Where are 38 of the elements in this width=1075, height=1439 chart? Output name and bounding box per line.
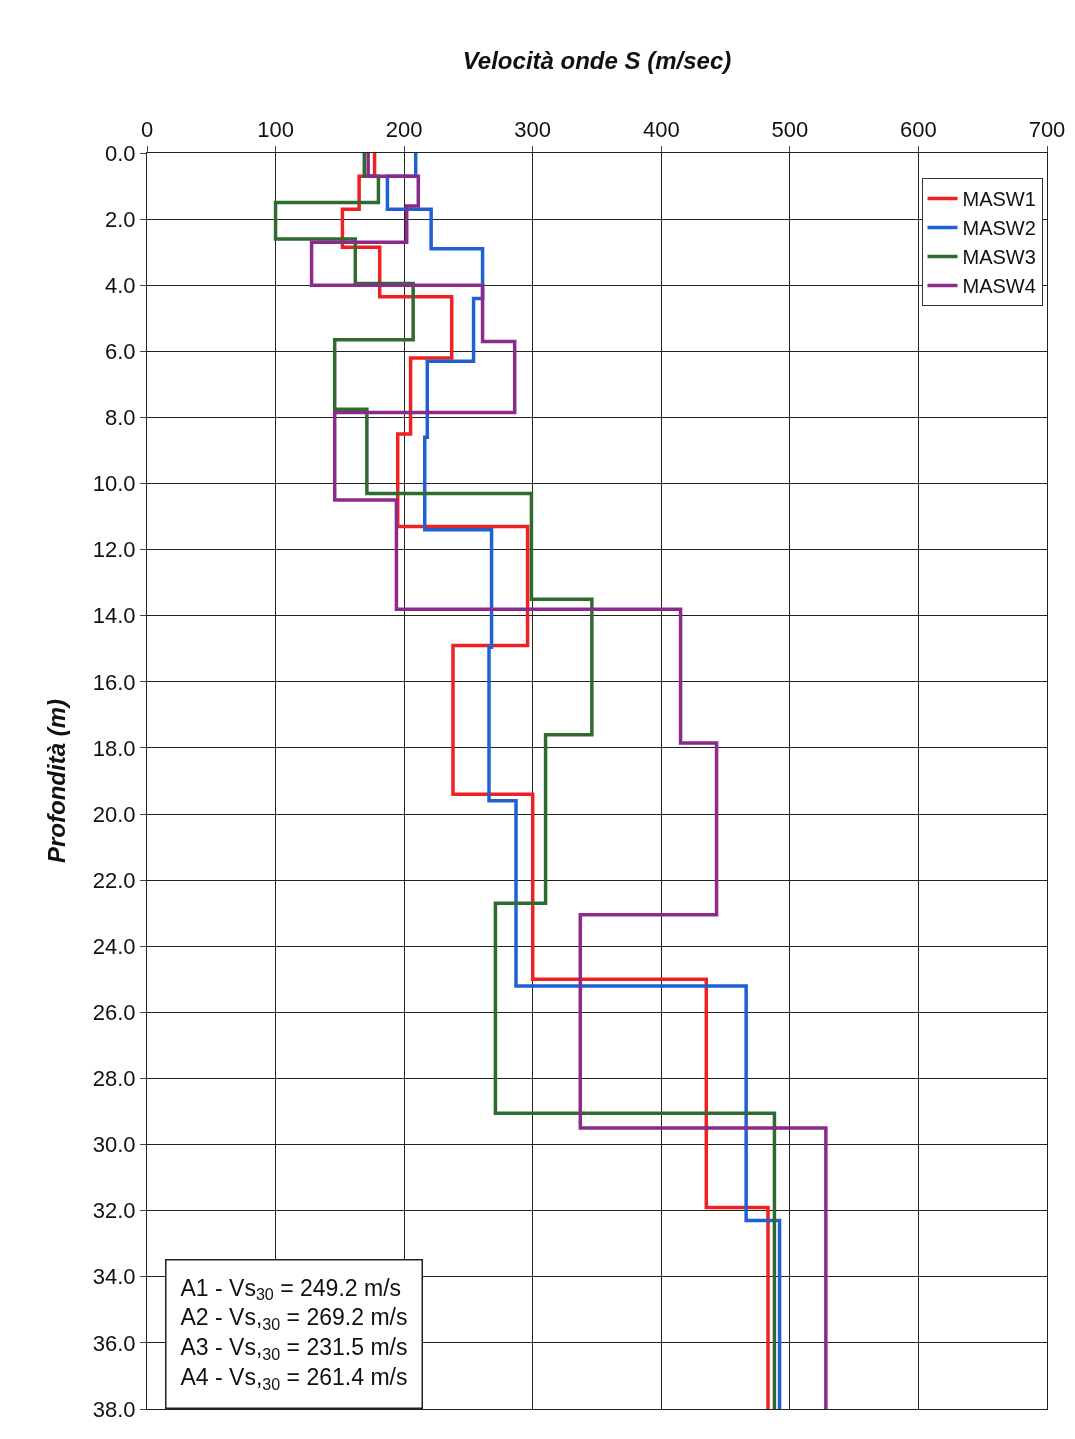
annotation: A4 - Vs,$_{30}$ = 261.4 m/s [180,1364,408,1394]
y-tick-label: 0.0 [105,140,136,166]
x-tick-label: 600 [900,117,937,143]
y-tick-label: 16.0 [92,669,136,695]
y-tick-label: 30.0 [92,1132,136,1158]
y-tick-label: 24.0 [92,933,136,959]
y-tick-label: 32.0 [92,1198,136,1224]
x-axis-title: Velocità onde S (m/sec) [462,47,732,75]
y-tick-label: 36.0 [92,1330,136,1356]
y-tick-label: 38.0 [92,1396,136,1422]
y-tick-label: 18.0 [92,735,136,761]
x-tick-label: 200 [385,117,423,143]
x-tick-label: 300 [514,117,552,143]
legend-label: MASW3 [962,246,1036,269]
x-tick-label: 700 [1028,117,1066,143]
legend-label: MASW4 [962,275,1036,298]
y-tick-label: 12.0 [92,537,136,563]
legend-label: MASW2 [962,217,1036,240]
x-tick-label: 100 [257,117,294,143]
y-axis-title: Profondità (m) [42,699,70,863]
y-tick-label: 20.0 [92,801,136,827]
y-tick-label: 26.0 [92,1000,136,1026]
y-tick-label: 6.0 [105,339,136,365]
y-tick-label: 22.0 [92,867,136,893]
legend-label: MASW1 [962,188,1036,211]
y-tick-label: 28.0 [92,1066,136,1092]
y-tick-label: 10.0 [92,471,136,497]
annotation: A1 - Vs$_{30}$ = 249.2 m/s [180,1274,402,1304]
annotation: A3 - Vs,$_{30}$ = 231.5 m/s [180,1334,408,1364]
y-tick-label: 14.0 [92,603,136,629]
y-tick-label: 34.0 [92,1264,136,1290]
annotation: A2 - Vs,$_{30}$ = 269.2 m/s [180,1304,408,1334]
y-tick-label: 4.0 [105,272,136,298]
x-tick-label: 500 [771,117,809,143]
y-tick-label: 2.0 [105,206,136,232]
x-tick-label: 0 [140,117,154,143]
x-tick-label: 400 [642,117,680,143]
y-tick-label: 8.0 [105,405,136,431]
